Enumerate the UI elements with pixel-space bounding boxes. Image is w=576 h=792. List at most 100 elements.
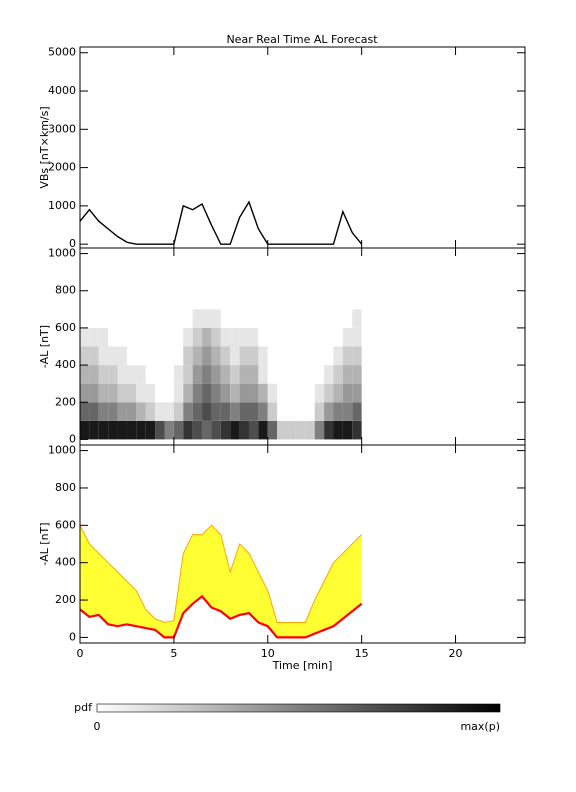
heatmap-cell: [277, 309, 287, 328]
heatmap-cell: [324, 346, 334, 366]
y-tick-label: 5000: [48, 46, 76, 59]
x-tick-label: 10: [261, 647, 275, 660]
heatmap-cell: [286, 309, 296, 328]
panel-frame: [79, 444, 526, 644]
heatmap-cell: [108, 420, 118, 440]
heatmap-cell: [117, 346, 127, 366]
heatmap-cell: [164, 309, 174, 328]
heatmap-cell: [108, 346, 118, 366]
heatmap-cell: [314, 309, 325, 328]
heatmap-cell: [314, 420, 325, 440]
heatmap-cell: [324, 402, 334, 421]
heatmap-cell: [342, 309, 353, 328]
heatmap-cell: [192, 346, 203, 366]
heatmap-cell: [277, 365, 287, 384]
data-line: [79, 200, 363, 245]
heatmap-cell: [155, 309, 165, 328]
heatmap-cell: [248, 383, 259, 403]
heatmap-cell: [342, 365, 353, 384]
heatmap-cell: [333, 327, 343, 347]
heatmap-cell: [277, 383, 287, 403]
heatmap-cell: [136, 346, 146, 366]
heatmap-cell: [342, 327, 353, 347]
heatmap-cell: [173, 383, 184, 403]
heatmap-cell: [324, 383, 334, 403]
heatmap-cell: [277, 346, 287, 366]
heatmap-cell: [267, 383, 278, 403]
heatmap-cell: [80, 309, 90, 328]
heatmap-cell: [173, 327, 184, 347]
heatmap-cell: [239, 383, 249, 403]
heatmap-cell: [258, 383, 268, 403]
heatmap-cell: [136, 309, 146, 328]
heatmap-cell: [192, 383, 203, 403]
heatmap-cell: [202, 365, 212, 384]
heatmap-cell: [248, 309, 259, 328]
heatmap-cell: [220, 346, 231, 366]
y-axis-label: -AL [nT]: [38, 522, 51, 565]
heatmap-cell: [324, 327, 334, 347]
heatmap-cell: [230, 402, 240, 421]
heatmap-cell: [230, 365, 240, 384]
heatmap-cell: [220, 365, 231, 384]
heatmap-cell: [352, 365, 362, 384]
heatmap-cell: [305, 383, 315, 403]
x-tick-label: 5: [170, 647, 177, 660]
heatmap-cell: [155, 327, 165, 347]
heatmap-cell: [352, 346, 362, 366]
heatmap-cell: [136, 383, 146, 403]
heatmap-cell: [258, 365, 268, 384]
heatmap-cell: [155, 365, 165, 384]
heatmap-cell: [173, 402, 184, 421]
y-tick-label: 600: [55, 518, 76, 531]
heatmap-cell: [98, 346, 109, 366]
heatmap-cell: [342, 383, 353, 403]
heatmap-cell: [80, 420, 90, 440]
heatmap-cell: [211, 327, 221, 347]
heatmap-cell: [126, 383, 137, 403]
heatmap-cell: [192, 327, 203, 347]
heatmap-cell: [126, 420, 137, 440]
colorbar: [96, 703, 501, 713]
heatmap-cell: [239, 402, 249, 421]
x-tick-label: 20: [449, 647, 463, 660]
heatmap-cell: [239, 346, 249, 366]
heatmap-cell: [305, 365, 315, 384]
heatmap-cell: [98, 327, 109, 347]
y-tick-label: 3000: [48, 122, 76, 135]
heatmap-cell: [230, 327, 240, 347]
heatmap-cell: [126, 327, 137, 347]
heatmap-cell: [108, 327, 118, 347]
heatmap-cell: [98, 365, 109, 384]
heatmap-cell: [286, 420, 296, 440]
heatmap-cell: [89, 346, 99, 366]
heatmap-cell: [230, 309, 240, 328]
y-tick-label: 4000: [48, 84, 76, 97]
heatmap-cell: [155, 383, 165, 403]
chart-title: Near Real Time AL Forecast: [226, 33, 378, 46]
heatmap-cell: [117, 365, 127, 384]
heatmap-cell: [183, 346, 193, 366]
heatmap-cell: [202, 327, 212, 347]
heatmap-cell: [164, 383, 174, 403]
y-tick-label: 200: [55, 395, 76, 408]
heatmap-cell: [108, 383, 118, 403]
heatmap-cell: [286, 365, 296, 384]
heatmap-cell: [220, 420, 231, 440]
heatmap-cell: [80, 383, 90, 403]
heatmap-cell: [248, 365, 259, 384]
heatmap-cell: [230, 346, 240, 366]
heatmap-cell: [164, 365, 174, 384]
y-tick-label: 400: [55, 556, 76, 569]
heatmap-cell: [267, 402, 278, 421]
forecast-band: [80, 525, 362, 638]
heatmap-cell: [192, 420, 203, 440]
heatmap-cell: [305, 327, 315, 347]
heatmap-cell: [352, 420, 362, 440]
heatmap-cell: [98, 309, 109, 328]
y-axis-label: -AL [nT]: [38, 325, 51, 368]
heatmap-cell: [286, 383, 296, 403]
heatmap-cell: [333, 383, 343, 403]
colorbar-max: max(p): [460, 720, 500, 733]
heatmap-cell: [267, 327, 278, 347]
